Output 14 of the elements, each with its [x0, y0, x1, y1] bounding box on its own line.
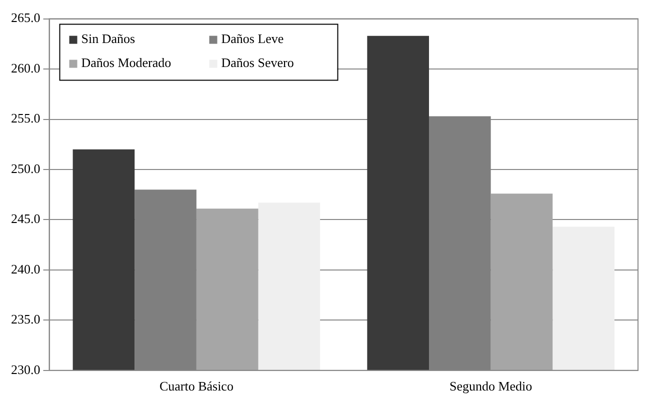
- y-tick-label: 245.0: [11, 211, 40, 226]
- y-tick-label: 240.0: [11, 261, 40, 276]
- legend-label: Daños Moderado: [81, 55, 172, 70]
- y-tick-label: 265.0: [11, 10, 40, 26]
- y-tick-label: 230.0: [11, 362, 40, 377]
- legend-label: Daños Severo: [221, 55, 294, 70]
- x-tick-label: Segundo Medio: [449, 378, 532, 394]
- x-tick-label: Cuarto Básico: [159, 378, 234, 394]
- y-tick-label: 255.0: [11, 110, 40, 126]
- y-tick-label: 235.0: [11, 312, 40, 327]
- y-tick-label: 260.0: [11, 60, 40, 76]
- y-tick-label: 250.0: [11, 160, 40, 176]
- legend-label: Daños Leve: [221, 31, 284, 46]
- legend-label: Sin Daños: [81, 31, 136, 46]
